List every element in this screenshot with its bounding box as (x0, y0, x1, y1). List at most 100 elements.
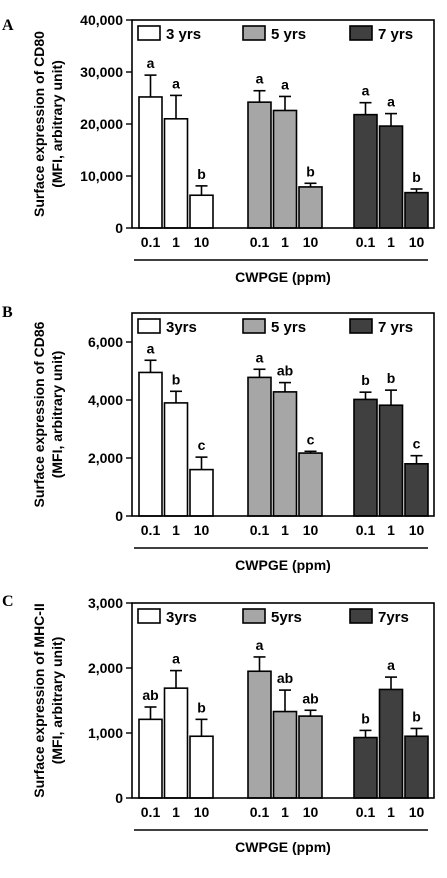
x-tick-label: 0.1 (250, 804, 270, 820)
x-tick-label: 10 (194, 234, 210, 250)
legend-label: 7 yrs (378, 26, 413, 43)
x-tick-label: 0.1 (250, 522, 270, 538)
significance-label: a (147, 55, 155, 71)
significance-label: b (412, 169, 421, 185)
bar-5yrs-1 (272, 391, 298, 517)
bar-7yrs-10 (404, 191, 429, 229)
x-tick-label: 0.1 (250, 234, 270, 250)
significance-label: a (147, 340, 155, 356)
x-tick-label: 10 (194, 522, 210, 538)
bar-5yrs-1 (272, 710, 298, 799)
x-tick-label: 1 (172, 804, 180, 820)
x-tick-label: 1 (172, 234, 180, 250)
bar-5yrs-0.1 (247, 101, 272, 229)
bar-5yrs-10 (298, 186, 323, 229)
panel-letter: C (2, 593, 14, 610)
bar-3yrs-10 (189, 735, 214, 799)
significance-label: ab (277, 670, 293, 686)
x-tick-label: 0.1 (141, 804, 161, 820)
bar-5yrs-0.1 (247, 376, 272, 517)
y-axis-subtitle: (MFI, arbitrary unit) (49, 351, 65, 479)
bar-7yrs-0.1 (353, 398, 378, 517)
legend-label: 5 yrs (271, 319, 306, 336)
y-tick-label: 0 (115, 220, 123, 236)
plot-frame (131, 312, 435, 517)
x-tick-label: 1 (172, 522, 180, 538)
legend-swatch (242, 25, 266, 41)
plot-frame (131, 19, 435, 229)
significance-label: a (362, 83, 370, 99)
bar-5yrs-0.1 (247, 670, 272, 799)
x-tick-label: 1 (387, 804, 395, 820)
bar-3yrs-0.1 (138, 371, 163, 517)
x-tick-label: 10 (303, 234, 319, 250)
y-tick-label: 40,000 (80, 12, 123, 28)
legend-swatch (349, 318, 373, 334)
legend-label: 3yrs (166, 609, 197, 626)
y-axis-title: Surface expression of CD80 (31, 31, 47, 217)
y-axis-subtitle: (MFI, arbitrary unit) (49, 60, 65, 188)
bar-3yrs-10 (189, 194, 214, 229)
legend-swatch (242, 318, 266, 334)
y-tick-label: 2,000 (88, 660, 123, 676)
significance-label: a (281, 76, 289, 92)
legend-swatch (137, 318, 161, 334)
legend-swatch (137, 608, 161, 624)
x-tick-label: 10 (409, 234, 425, 250)
legend-label: 3yrs (166, 319, 197, 336)
y-tick-label: 10,000 (80, 168, 123, 184)
panel-letter: A (2, 17, 14, 34)
x-tick-label: 0.1 (141, 234, 161, 250)
panel-letter: B (2, 304, 13, 321)
significance-label: b (172, 371, 181, 387)
significance-label: a (256, 637, 264, 653)
bar-5yrs-1 (272, 109, 298, 229)
significance-label: b (306, 163, 315, 179)
y-tick-label: 30,000 (80, 64, 123, 80)
y-axis-title: Surface expression of CD86 (31, 321, 47, 507)
significance-label: b (361, 710, 370, 726)
bar-5yrs-10 (298, 452, 323, 517)
x-tick-label: 0.1 (141, 522, 161, 538)
legend-label: 5yrs (271, 609, 302, 626)
y-tick-label: 3,000 (88, 595, 123, 611)
significance-label: a (387, 94, 395, 110)
significance-label: a (256, 71, 264, 87)
x-tick-label: 10 (303, 804, 319, 820)
bar-7yrs-10 (404, 462, 429, 517)
x-tick-label: 0.1 (356, 522, 376, 538)
y-tick-label: 2,000 (88, 450, 123, 466)
significance-label: ab (277, 363, 293, 379)
legend-label: 5 yrs (271, 26, 306, 43)
significance-label: c (307, 431, 315, 447)
y-tick-label: 0 (115, 508, 123, 524)
significance-label: b (197, 166, 206, 182)
significance-label: b (361, 372, 370, 388)
x-tick-label: 1 (281, 804, 289, 820)
bar-7yrs-0.1 (353, 736, 378, 799)
bar-7yrs-0.1 (353, 113, 378, 229)
significance-label: a (256, 349, 264, 365)
x-tick-label: 10 (409, 522, 425, 538)
x-tick-label: 10 (409, 804, 425, 820)
x-axis-title: CWPGE (ppm) (235, 557, 331, 573)
bar-7yrs-1 (378, 125, 404, 229)
significance-label: c (198, 437, 206, 453)
x-tick-label: 0.1 (356, 234, 376, 250)
significance-label: ab (302, 690, 318, 706)
x-tick-label: 10 (303, 522, 319, 538)
panel-C: C Surface expression of MHC-II (MFI, arbit… (2, 593, 435, 855)
x-axis-title: CWPGE (ppm) (235, 269, 331, 285)
significance-label: c (413, 436, 421, 452)
y-axis-title: Surface expression of MHC-II (31, 603, 47, 798)
legend-label: 3 yrs (166, 26, 201, 43)
bar-7yrs-1 (378, 404, 404, 517)
legend-swatch (349, 608, 373, 624)
y-tick-label: 1,000 (88, 725, 123, 741)
y-tick-label: 0 (115, 790, 123, 806)
x-tick-label: 1 (281, 234, 289, 250)
bar-3yrs-1 (163, 118, 189, 229)
legend-swatch (137, 25, 161, 41)
bar-3yrs-0.1 (138, 96, 163, 229)
significance-label: b (412, 708, 421, 724)
